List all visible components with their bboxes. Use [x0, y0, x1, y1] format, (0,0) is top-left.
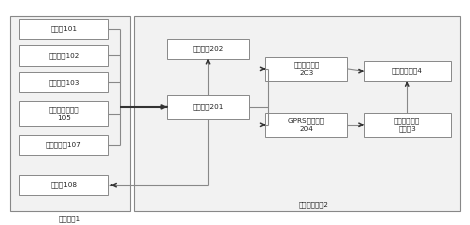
Bar	[364, 112, 451, 137]
Bar	[167, 94, 249, 119]
Bar	[19, 101, 109, 126]
Text: 散热扇108: 散热扇108	[50, 182, 78, 189]
Text: 服务机体1: 服务机体1	[59, 215, 81, 222]
Text: 短信通讯模块
2C3: 短信通讯模块 2C3	[293, 62, 320, 76]
Bar	[19, 72, 109, 92]
Bar	[19, 175, 109, 195]
Bar	[19, 135, 109, 155]
Text: 用户智能设备4: 用户智能设备4	[392, 68, 423, 74]
Bar	[266, 112, 347, 137]
Bar	[19, 45, 109, 65]
Text: 显示模块102: 显示模块102	[48, 52, 79, 59]
Text: GPRS通讯模块
204: GPRS通讯模块 204	[288, 118, 325, 132]
Bar	[134, 16, 460, 211]
Text: 操作模块103: 操作模块103	[48, 79, 79, 86]
Bar	[364, 61, 451, 81]
Bar	[266, 57, 347, 81]
Text: 温度传感器107: 温度传感器107	[46, 142, 82, 148]
Text: 服务控制系统2: 服务控制系统2	[298, 201, 329, 207]
Bar	[167, 39, 249, 59]
Bar	[19, 19, 109, 39]
Bar	[10, 16, 130, 211]
Text: 红外线检测模块
105: 红外线检测模块 105	[48, 107, 79, 121]
Text: 主控模块201: 主控模块201	[192, 104, 224, 110]
Text: 电力系统主站
服务器3: 电力系统主站 服务器3	[394, 117, 420, 132]
Text: 摄像头101: 摄像头101	[50, 25, 78, 32]
Text: 执行模块202: 执行模块202	[192, 45, 224, 52]
